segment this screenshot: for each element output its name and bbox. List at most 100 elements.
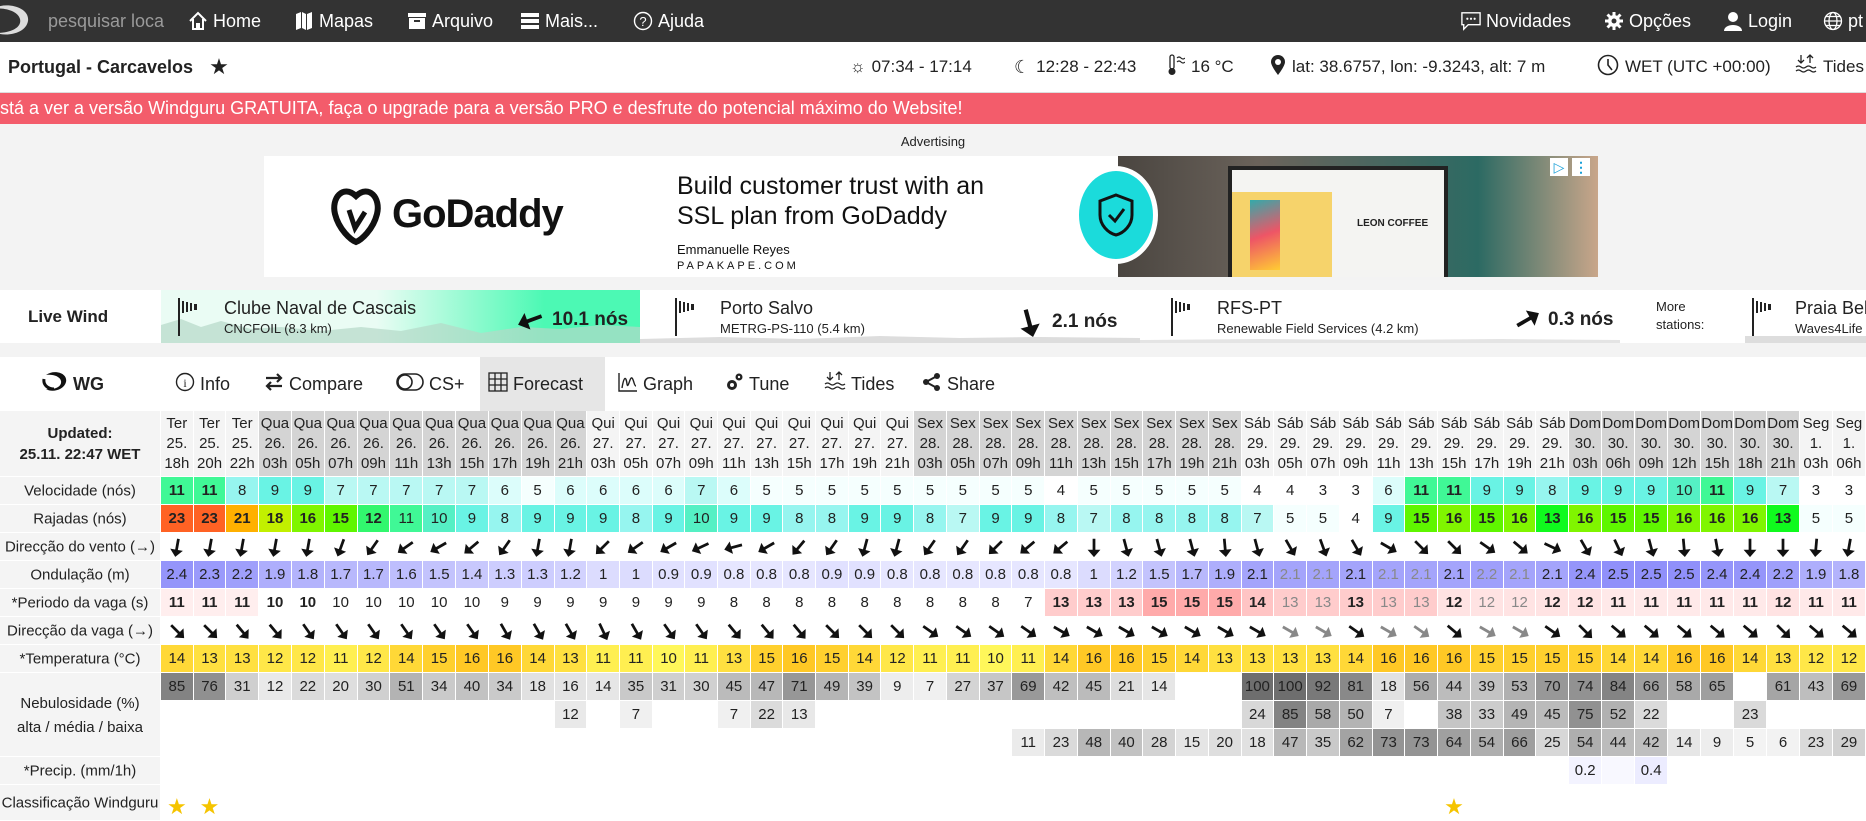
cloud-high-cell: 100 [1274,673,1308,701]
nav-mais[interactable]: Mais... [520,0,598,42]
forecast-time-header: Qui 27. 07h [652,411,686,477]
cloud-high-cell: 100 [1241,673,1275,701]
wind-speed-cell: 6 [652,477,686,505]
wind-speed-cell: 5 [816,477,849,505]
station-speed: 10.1 nós [552,309,629,330]
temperature-label: *Temperatura (°C) [0,645,161,673]
forecast-time-header: Sex 28. 07h [979,411,1013,477]
menu-icon [520,11,540,31]
temperature-cell: 12 [1800,645,1833,673]
rating-star-icon [1241,785,1275,821]
top-nav: Home Mapas Arquivo Mais... ? Ajuda Novida… [0,0,1866,42]
compare-icon [264,372,284,397]
temperature-cell: 13 [554,645,588,673]
precip-cell [324,757,358,785]
wind-speed-cell: 7 [456,477,489,505]
live-station-1[interactable]: Clube Naval de Cascais CNCFOIL (8.3 km) … [161,290,640,343]
station-name: RFS-PT [1217,298,1282,318]
precip-cell [1110,757,1144,785]
precip-cell [226,757,260,785]
nav-mapas[interactable]: Mapas [294,0,373,42]
temperature-cell: 11 [946,645,980,673]
live-station-3[interactable]: RFS-PT Renewable Field Services (4.2 km)… [1140,290,1640,343]
wg-logo[interactable]: WG [34,357,112,411]
wind-direction-arrow-icon [488,533,522,561]
info-icon: i [175,372,195,397]
cloud-high-cell [1208,673,1242,701]
nav-arquivo[interactable]: Arquivo [407,0,493,42]
tab-tides[interactable]: Tides [816,357,902,411]
station-flag-icon [1751,298,1777,341]
station-sub: Renewable Field Services (4.2 km) [1217,321,1419,336]
cloud-low-cell: 11 [1012,729,1046,757]
precip-cell [1701,757,1735,785]
swell-height-cell: 0.8 [783,561,817,589]
wind-gust-cell: 10 [685,505,719,533]
rating-star-icon: ★ [193,785,227,821]
advertisement[interactable]: GoDaddy Build customer trust with an SSL… [264,156,1598,277]
wind-speed-cell: 9 [291,477,325,505]
wave-direction-arrow-icon [1635,617,1669,645]
wave-period-cell: 11 [193,589,227,617]
cloud-mid-cell [324,701,358,729]
cloud-low-cell: 25 [1536,729,1570,757]
swell-height-cell: 2.4 [1734,561,1768,589]
swell-height-cell: 0.8 [881,561,915,589]
water-temp: 16 °C [1167,42,1234,92]
cloud-high-cell: 45 [1077,673,1111,701]
wind-gust-cell: 9 [881,505,915,533]
nav-novidades[interactable]: Novidades [1461,0,1571,42]
nav-login-label: Login [1748,10,1793,31]
wind-speed-cell: 5 [881,477,915,505]
wave-period-cell: 8 [848,589,882,617]
tab-cs-plus[interactable]: CS+ [388,357,473,411]
forecast-time-header: Dom 30. 09h [1635,411,1669,477]
forecast-time-header: Qui 27. 17h [816,411,849,477]
nav-opcoes[interactable]: Opções [1604,0,1691,42]
tab-share[interactable]: Share [914,357,1003,411]
nav-language[interactable]: pt [1823,0,1863,42]
wave-direction-arrow-icon [1241,617,1275,645]
live-station-4[interactable]: Praia Bel Waves4Life [1745,290,1866,343]
forecast-time-header: Qua 26. 13h [423,411,457,477]
wave-direction-arrow-icon [1307,617,1340,645]
upgrade-banner[interactable]: stá a ver a versão Windguru GRATUITA, fa… [0,93,1866,124]
wave-period-cell: 11 [226,589,260,617]
tab-tune[interactable]: Tune [716,357,797,411]
tab-compare[interactable]: Compare [256,357,371,411]
wind-gust-cell: 9 [1012,505,1046,533]
tab-info[interactable]: i Info [167,357,238,411]
wave-period-cell: 7 [1012,589,1046,617]
swell-height-cell: 1.7 [324,561,358,589]
tides-link[interactable]: Tides [1795,42,1864,92]
wave-direction-arrow-icon [488,617,522,645]
temperature-cell: 11 [685,645,719,673]
adchoices-icon[interactable]: ▷ [1550,158,1568,176]
temperature-cell: 16 [488,645,522,673]
nav-ajuda[interactable]: ? Ajuda [633,0,704,42]
nav-login[interactable]: Login [1723,0,1792,42]
temperature-row: *Temperatura (°C) 14 13 13 12 12 11 12 14 15 16 16 1… [0,645,1866,673]
wind-arrow-icon [1012,305,1046,339]
wave-direction-arrow-icon [816,617,849,645]
cloud-mid-cell: 22 [1635,701,1669,729]
favorite-star-icon[interactable]: ★ [209,54,229,79]
windguru-logo[interactable] [0,0,32,42]
nav-home[interactable]: Home [188,0,261,42]
cloud-mid-cell [291,701,325,729]
tab-graph[interactable]: Graph [610,357,701,411]
wind-direction-arrow-icon [881,533,915,561]
user-icon [1723,11,1743,31]
live-station-2[interactable]: Porto Salvo METRG-PS-110 (5.4 km) 2.1 nó… [640,290,1140,343]
swell-height-cell: 2.1 [1438,561,1471,589]
wave-period-cell: 10 [259,589,292,617]
search-input[interactable] [48,6,178,36]
cloud-low-cell [685,729,719,757]
cloud-mid-cell [848,701,882,729]
precip-cell [1503,757,1537,785]
cloud-low-cell [521,729,555,757]
ad-site: PAPAKAPE.COM [677,260,799,272]
tab-forecast[interactable]: Forecast [480,357,605,411]
wind-direction-arrow-icon [652,533,686,561]
ad-menu-icon[interactable]: ⋮ [1572,158,1590,176]
